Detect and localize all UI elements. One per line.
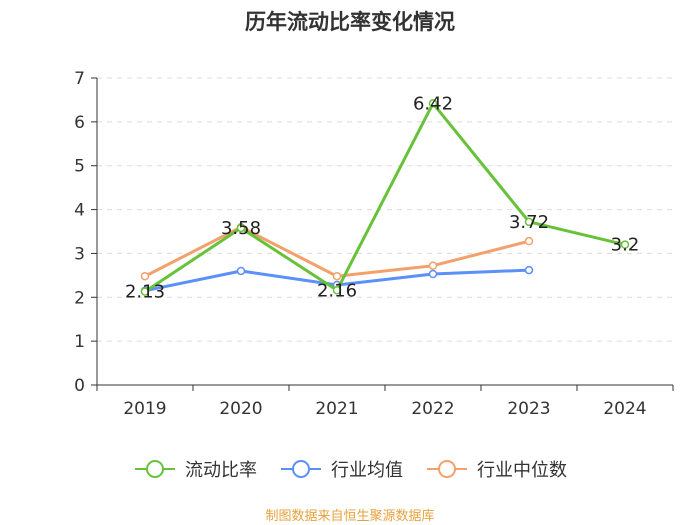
series-line (144, 101, 626, 293)
y-tick-label: 5 (74, 157, 85, 177)
legend-item[interactable]: 行业中位数 (425, 456, 567, 482)
x-tick-label: 2023 (507, 399, 550, 419)
data-point (140, 287, 150, 296)
y-tick-label: 4 (74, 201, 85, 221)
source-note: 制图数据来自恒生聚源数据库 (265, 509, 435, 524)
data-point (620, 240, 630, 249)
x-tick-label: 2019 (123, 399, 166, 419)
legend-item[interactable]: 流动比率 (133, 456, 257, 482)
chart-title: 历年流动比率变化情况 (245, 10, 455, 34)
data-point (524, 265, 534, 275)
axes: 0 1 2 3 4 5 6 7 2019 2020 2021 2022 2023 2024 (74, 69, 674, 419)
legend-label: 流动比率 (185, 460, 257, 481)
data-point (332, 286, 342, 295)
legend-label: 行业中位数 (477, 460, 567, 481)
legend-label: 行业均值 (331, 460, 403, 481)
series-lines (140, 99, 630, 296)
data-label: 2.13 (125, 282, 165, 303)
data-labels: 2.13 3.58 2.16 6.42 3.72 3.2 (125, 93, 639, 302)
data-point (428, 261, 438, 270)
data-label: 3.58 (221, 218, 261, 239)
legend-line-marker-icon (135, 460, 175, 478)
legend-line-marker-icon (281, 460, 321, 478)
data-label: 3.72 (509, 212, 549, 233)
x-tick-label: 2022 (411, 399, 454, 419)
legend-item[interactable]: 行业均值 (279, 456, 403, 482)
data-point (140, 271, 150, 281)
data-point (428, 99, 438, 108)
legend-line-marker-icon (427, 460, 467, 478)
y-tick-label: 0 (74, 376, 85, 396)
legend: 流动比率 行业均值 行业中位数 (0, 455, 700, 483)
y-tick-label: 3 (74, 244, 85, 264)
data-point (428, 269, 438, 279)
data-point (524, 236, 534, 246)
data-label: 6.42 (413, 93, 453, 114)
data-point (236, 223, 246, 233)
grid-lines (97, 77, 673, 342)
data-point (236, 266, 246, 276)
y-tick-label: 2 (74, 288, 85, 308)
y-tick-label: 7 (74, 69, 85, 89)
data-label: 3.2 (611, 235, 640, 256)
y-tick-label: 1 (74, 332, 85, 352)
data-point (332, 271, 342, 281)
x-tick-label: 2020 (219, 399, 262, 419)
y-tick-label: 6 (74, 113, 85, 133)
x-tick-label: 2024 (603, 399, 646, 419)
data-label: 2.16 (317, 280, 357, 301)
x-tick-label: 2021 (315, 399, 358, 419)
data-point (524, 217, 534, 227)
